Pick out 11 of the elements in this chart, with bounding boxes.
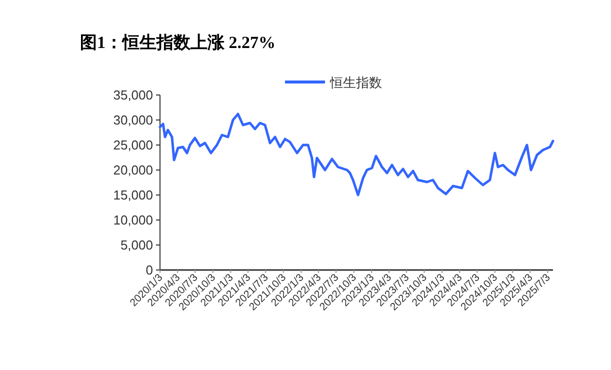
chart-title: 图1：恒生指数上涨 2.27% xyxy=(80,33,276,52)
y-tick-label: 5,000 xyxy=(120,238,153,252)
y-tick-label: 15,000 xyxy=(113,188,153,202)
y-tick-label: 10,000 xyxy=(113,212,153,228)
y-tick-label: 35,000 xyxy=(113,88,153,102)
y-tick-label: 20,000 xyxy=(113,162,153,178)
y-tick-label: 30,000 xyxy=(113,112,153,128)
legend-label: 恒生指数 xyxy=(329,75,382,90)
y-tick-label: 0 xyxy=(146,262,153,278)
line-series xyxy=(158,112,554,196)
y-tick-label: 25,000 xyxy=(113,138,153,152)
